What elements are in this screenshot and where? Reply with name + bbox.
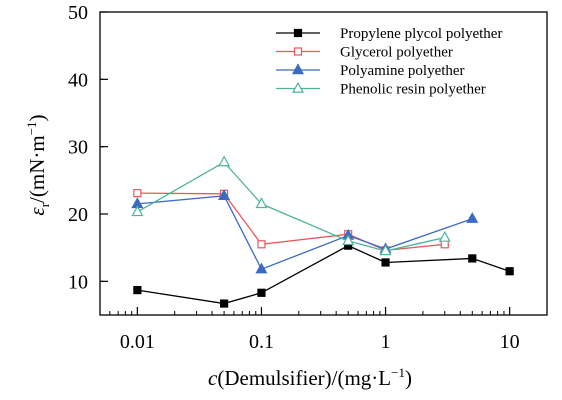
- x-axis-title: c(Demulsifier)/(mg·L−1): [208, 365, 412, 390]
- plot-frame: [99, 11, 548, 316]
- data-point: [133, 285, 142, 295]
- data-point: [379, 244, 392, 256]
- x-tick-label: 1: [381, 331, 391, 353]
- legend-marker: [291, 81, 305, 93]
- data-point: [381, 258, 390, 267]
- y-axis-title: εr/(mN·m−1): [24, 114, 52, 215]
- data-point: [505, 267, 514, 276]
- y-tick-label: 30: [68, 137, 88, 159]
- legend-item: Glycerol polyether: [276, 45, 453, 61]
- legend-item: Propylene plycol polyether: [276, 26, 502, 42]
- data-point: [466, 212, 479, 223]
- data-point: [440, 240, 449, 249]
- data-point: [342, 234, 355, 246]
- data-point: [468, 254, 477, 263]
- legend: Propylene plycol polyether Glycerol polye…: [276, 26, 502, 98]
- y-tick-label: 40: [68, 69, 88, 91]
- y-tick-label: 10: [68, 271, 88, 293]
- series-line: [137, 161, 445, 252]
- legend-marker: [291, 63, 305, 75]
- x-tick-label: 10: [500, 331, 520, 353]
- legend-label: Polyamine polyether: [340, 63, 465, 79]
- series: [133, 241, 514, 308]
- data-point: [438, 230, 451, 242]
- ticks-layer: 0.01 0.1 1 10 10 20 30 40 50: [68, 2, 520, 353]
- legend-marker: [293, 28, 303, 38]
- data-point: [219, 299, 229, 308]
- data-point: [133, 189, 142, 198]
- legend-item: Phenolic resin polyether: [276, 82, 486, 98]
- series-layer: [131, 155, 514, 308]
- series-line: [137, 195, 473, 271]
- data-point: [218, 189, 231, 201]
- legend-label: Phenolic resin polyether: [340, 82, 486, 98]
- series: [131, 155, 451, 256]
- x-tick-label: 0.1: [249, 331, 274, 353]
- data-point: [257, 240, 266, 249]
- legend-label: Glycerol polyether: [340, 45, 453, 61]
- legend-label: Propylene plycol polyether: [340, 26, 502, 42]
- data-point: [255, 197, 268, 209]
- x-tick-label: 0.01: [120, 331, 155, 353]
- series-line: [137, 192, 445, 252]
- data-point: [257, 288, 266, 297]
- legend-marker: [293, 47, 303, 56]
- series-line: [137, 244, 510, 305]
- legend-item: Polyamine polyether: [276, 63, 465, 79]
- y-tick-label: 20: [68, 204, 88, 226]
- data-point: [218, 155, 231, 167]
- data-point: [255, 262, 268, 274]
- data-point: [131, 205, 144, 217]
- y-tick-label: 50: [68, 2, 88, 24]
